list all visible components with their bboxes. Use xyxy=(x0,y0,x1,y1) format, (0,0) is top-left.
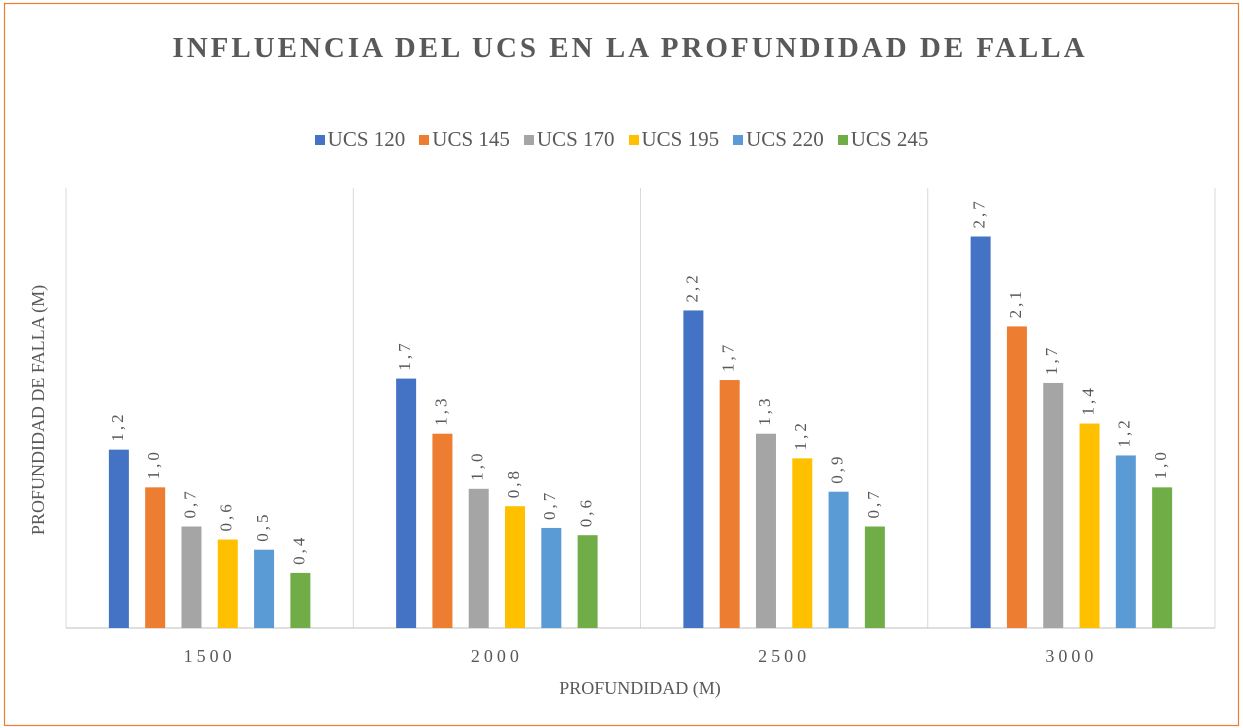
bar xyxy=(505,506,526,628)
legend: UCS 120 UCS 145 UCS 170 UCS 195 UCS 220 UCS 2… xyxy=(0,127,1243,152)
bar xyxy=(1079,423,1100,628)
bar xyxy=(1006,326,1027,628)
data-label: 0,4 xyxy=(289,535,308,565)
data-label: 1,7 xyxy=(719,342,738,372)
bar xyxy=(290,572,311,628)
data-label: 0,5 xyxy=(253,511,272,541)
data-label: 0,6 xyxy=(577,497,596,527)
data-label: 0,8 xyxy=(504,468,523,498)
legend-swatch xyxy=(628,134,639,145)
legend-item: UCS 145 xyxy=(419,127,510,152)
data-label: 2,7 xyxy=(970,198,989,228)
data-label: 1,0 xyxy=(468,451,487,481)
chart-title: INFLUENCIA DEL UCS EN LA PROFUNDIDAD DE … xyxy=(172,32,1088,64)
bar xyxy=(541,527,562,628)
data-label: 1,3 xyxy=(755,395,774,425)
chart-border xyxy=(3,2,1240,727)
bar xyxy=(828,491,849,628)
data-label: 0,6 xyxy=(217,501,236,531)
bar xyxy=(181,526,202,628)
data-label: 1,7 xyxy=(395,340,414,370)
legend-swatch xyxy=(523,134,534,145)
data-label: 2,1 xyxy=(1006,288,1025,318)
legend-item: UCS 120 xyxy=(314,127,406,152)
legend-label: UCS 220 xyxy=(746,127,824,151)
bar xyxy=(468,488,489,628)
bar xyxy=(719,380,740,628)
bar xyxy=(396,378,417,628)
legend-label: UCS 170 xyxy=(536,127,615,151)
bar xyxy=(864,526,885,628)
x-axis-label: PROFUNDIDAD (M) xyxy=(559,678,721,699)
bar xyxy=(217,539,238,628)
bar xyxy=(1115,455,1136,628)
bar xyxy=(683,310,704,628)
legend-item: UCS 195 xyxy=(628,127,720,152)
x-tick-label: 3000 xyxy=(1045,646,1097,666)
bar xyxy=(432,433,453,628)
bar xyxy=(577,535,598,628)
data-label: 0,7 xyxy=(540,490,559,520)
data-label: 0,7 xyxy=(180,488,199,518)
x-tick-label: 1500 xyxy=(184,646,236,666)
data-label: 1,3 xyxy=(431,395,450,425)
data-label: 1,7 xyxy=(1042,345,1061,375)
legend-item: UCS 170 xyxy=(523,127,615,152)
y-axis-label: PROFUNDIDAD DE FALLA (M) xyxy=(28,285,49,535)
data-label: 2,2 xyxy=(682,272,701,302)
data-label: 1,2 xyxy=(108,411,127,441)
data-label: 0,7 xyxy=(864,488,883,518)
x-tick-label: 2000 xyxy=(471,646,523,666)
bar xyxy=(792,458,813,628)
data-label: 1,2 xyxy=(1115,417,1134,447)
bar xyxy=(145,487,166,628)
data-label: 1,2 xyxy=(791,420,810,450)
data-label: 0,9 xyxy=(827,453,846,483)
legend-item: UCS 245 xyxy=(837,127,929,152)
legend-label: UCS 195 xyxy=(641,127,720,151)
legend-item: UCS 220 xyxy=(733,127,824,152)
bar xyxy=(1152,487,1173,628)
bar xyxy=(254,549,275,628)
legend-label: UCS 120 xyxy=(327,127,406,151)
bar xyxy=(108,449,129,628)
data-label: 1,0 xyxy=(144,449,163,479)
x-tick-label: 2500 xyxy=(758,646,810,666)
bar xyxy=(755,433,776,628)
legend-swatch xyxy=(419,134,430,145)
legend-swatch xyxy=(314,134,325,145)
bar xyxy=(970,236,991,628)
data-label: 1,4 xyxy=(1078,385,1097,415)
legend-label: UCS 245 xyxy=(850,127,929,151)
legend-swatch xyxy=(733,134,744,145)
data-label: 1,0 xyxy=(1151,449,1170,479)
legend-swatch xyxy=(837,134,848,145)
bar xyxy=(1043,382,1064,628)
legend-label: UCS 145 xyxy=(432,127,510,151)
